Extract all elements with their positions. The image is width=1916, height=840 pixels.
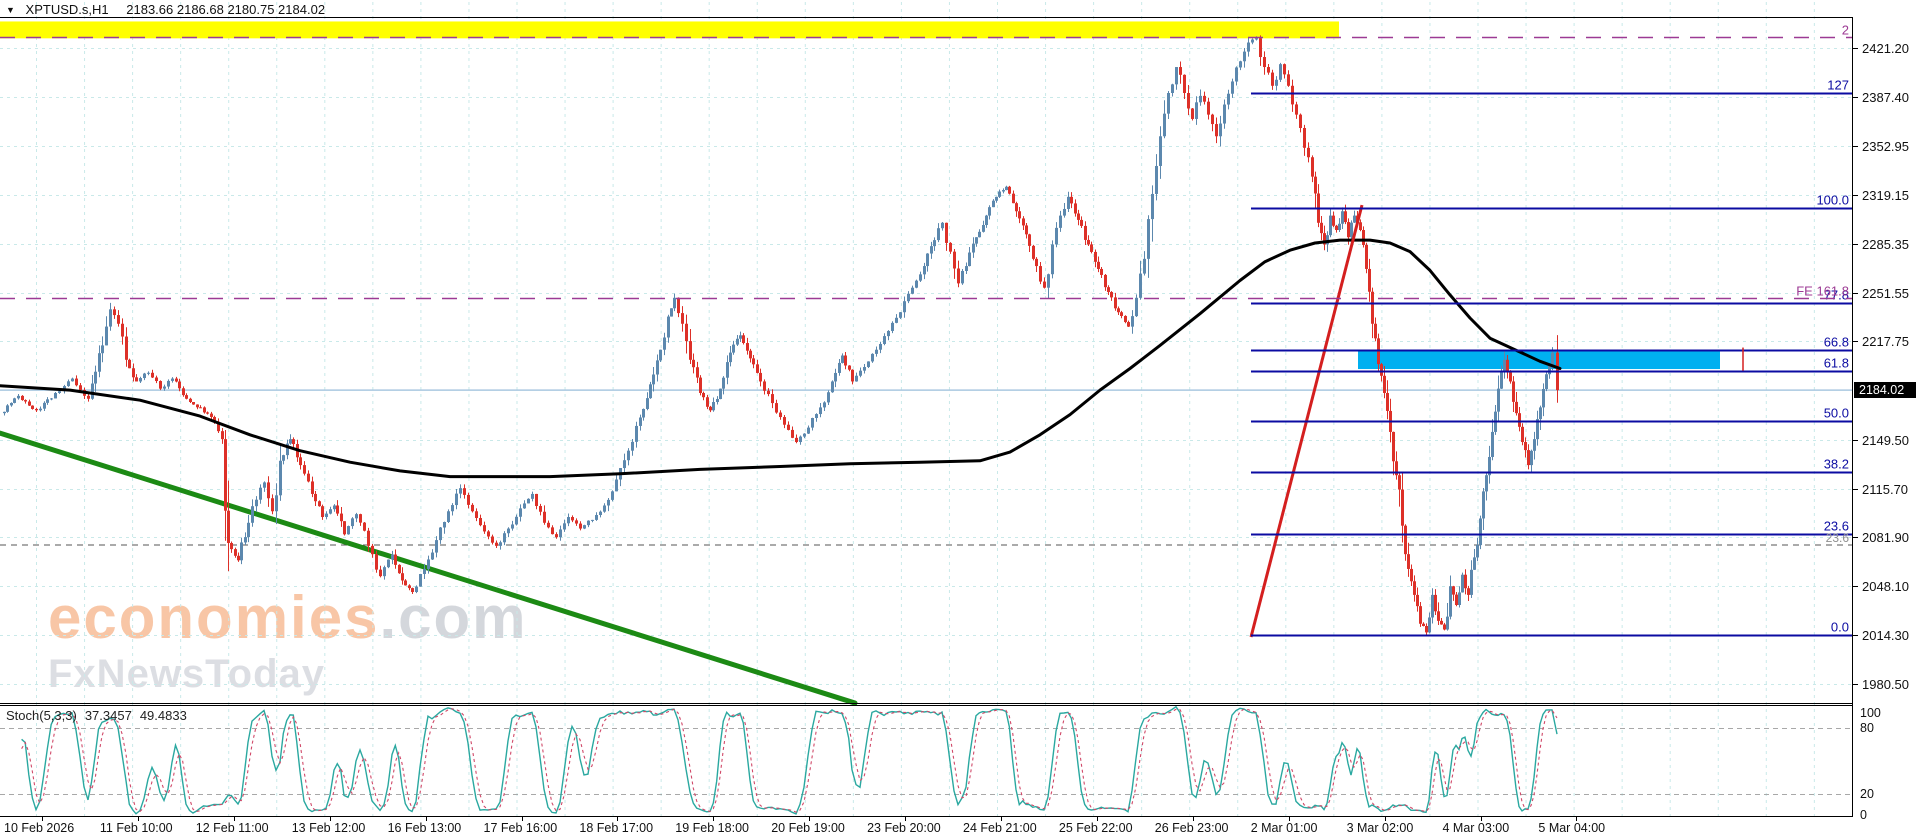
stoch-axis-label: 20 <box>1860 787 1874 801</box>
fib-level-label: 66.8 <box>1824 335 1849 350</box>
collapse-indicator-triangle-icon[interactable]: ▼ <box>6 5 15 15</box>
current-price-badge: 2184.02 <box>1854 382 1916 398</box>
ohlc-values-label: 2183.66 2186.68 2180.75 2184.02 <box>126 2 326 17</box>
stochastic-indicator-caption: Stoch(5,3,3) 37.3457 49.4833 <box>6 708 195 723</box>
time-axis-label: 17 Feb 16:00 <box>483 821 558 835</box>
time-axis-label: 10 Feb 2026 <box>4 821 75 835</box>
price-axis-label: 2081.90 <box>1862 530 1909 546</box>
price-axis-label: 2352.95 <box>1862 139 1909 155</box>
fib-level-label: 127 <box>1827 78 1849 93</box>
price-axis-label: 2319.15 <box>1862 188 1909 204</box>
stoch-axis-label: 80 <box>1860 721 1874 735</box>
moving-average-line <box>0 238 1562 479</box>
fib-expansion-label: FE 161.8 <box>1796 284 1849 299</box>
time-axis-label: 24 Feb 21:00 <box>963 821 1037 835</box>
fib-level-label: 38.2 <box>1824 457 1849 472</box>
watermark-tagline: FxNewsToday <box>48 652 325 696</box>
time-axis-label: 2 Mar 01:00 <box>1250 821 1318 835</box>
stoch-axis-label: 100 <box>1860 706 1881 720</box>
time-axis-label: 26 Feb 23:00 <box>1154 821 1229 835</box>
price-axis-label: 2149.50 <box>1862 432 1909 448</box>
time-axis-label: 11 Feb 10:00 <box>99 821 173 835</box>
symbol-timeframe-label: XPTUSD.s,H1 <box>25 2 109 17</box>
price-axis-label: 2421.20 <box>1862 41 1909 56</box>
watermark-brand-suffix: .com <box>379 584 528 651</box>
fibonacci-expansion: FE 161.8 2 <box>0 23 1852 300</box>
grid-lines <box>0 2 1852 816</box>
fib-level-label: 0.0 <box>1831 620 1849 635</box>
chart-frame <box>0 17 1858 821</box>
time-axis-label: 25 Feb 22:00 <box>1058 821 1133 835</box>
price-axis-label: 2285.35 <box>1862 236 1909 252</box>
stoch-signal-line <box>21 708 1558 813</box>
yellow-highlight-band <box>0 21 1339 39</box>
time-axis-label: 5 Mar 04:00 <box>1538 821 1606 835</box>
watermark-brand: economies <box>48 584 380 651</box>
time-axis-label: 13 Feb 12:00 <box>291 821 366 835</box>
stochastic-pane <box>0 705 1852 815</box>
time-axis-label: 16 Feb 13:00 <box>387 821 462 835</box>
time-axis-label: 3 Mar 02:00 <box>1346 821 1414 835</box>
fib-level-label: 61.8 <box>1824 356 1849 371</box>
time-axis-label: 4 Mar 03:00 <box>1442 821 1510 835</box>
price-axis-label: 2251.55 <box>1862 285 1909 301</box>
watermark: economies.com FxNewsToday <box>48 588 528 696</box>
fib-level-label: 50.0 <box>1824 406 1849 421</box>
fib-level-label: 23.6 <box>1824 519 1849 534</box>
stoch-axis-label: 0 <box>1860 808 1867 822</box>
price-axis-label: 2014.30 <box>1862 627 1909 643</box>
price-axis-label: 2217.75 <box>1862 334 1909 350</box>
price-axis-label: 2048.10 <box>1862 579 1909 595</box>
fib-level-label: 100.0 <box>1816 193 1849 208</box>
stoch-main-line <box>21 705 1558 815</box>
fib-expansion-label: 2 <box>1842 23 1849 38</box>
time-axis-label: 12 Feb 11:00 <box>195 821 269 835</box>
time-axis-label: 18 Feb 17:00 <box>579 821 654 835</box>
candlesticks <box>3 35 1559 636</box>
time-axis-label: 19 Feb 18:00 <box>675 821 749 835</box>
price-axis-label: 2115.70 <box>1862 481 1909 497</box>
stochastic-name-label: Stoch(5,3,3) <box>6 708 77 723</box>
stochastic-k-value: 37.3457 <box>84 708 132 723</box>
price-axis-label: 1980.50 <box>1862 676 1909 692</box>
price-axis-label: 2387.40 <box>1862 89 1909 105</box>
time-axis-label: 20 Feb 19:00 <box>771 821 845 835</box>
stochastic-d-value: 49.4833 <box>139 708 187 723</box>
chart-title-bar: ▼ XPTUSD.s,H1 2183.66 2186.68 2180.75 21… <box>6 2 325 17</box>
gray-level-label: 23.6 <box>1826 531 1850 545</box>
time-axis-label: 23 Feb 20:00 <box>867 821 941 835</box>
